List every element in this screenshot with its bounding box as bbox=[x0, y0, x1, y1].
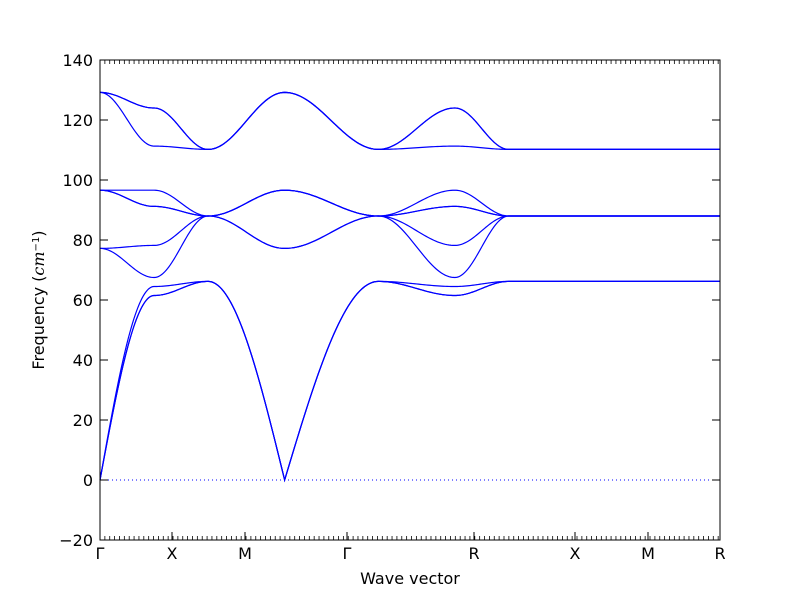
x-tick-label-Γ: Γ bbox=[343, 544, 352, 563]
y-axis-ticks: −20 0 20 40 60 80 100 120 140 bbox=[59, 51, 720, 550]
y-axis-label-exponent: −1 bbox=[31, 237, 42, 252]
x-tick-label-X: X bbox=[570, 544, 581, 563]
y-tick-label: 120 bbox=[62, 111, 93, 130]
dispersion-branch-10 bbox=[99, 91, 720, 151]
y-tick-label: −20 bbox=[59, 531, 93, 550]
y-axis-label-text: Frequency ( bbox=[29, 276, 48, 370]
dispersion-branch-8 bbox=[100, 189, 720, 217]
x-tick-label-R: R bbox=[468, 544, 479, 563]
dispersion-curves bbox=[99, 91, 720, 483]
y-tick-label: 60 bbox=[73, 291, 93, 310]
y-axis-label-close: ) bbox=[29, 230, 48, 236]
y-tick-label: 20 bbox=[73, 411, 93, 430]
y-tick-label: 140 bbox=[62, 51, 93, 70]
x-tick-label-X: X bbox=[167, 544, 178, 563]
y-axis-label-unit: cm bbox=[29, 251, 48, 275]
y-tick-label: 100 bbox=[62, 171, 93, 190]
dispersion-branch-9 bbox=[99, 91, 720, 151]
dispersion-branch-4 bbox=[99, 215, 720, 279]
dispersion-branch-7 bbox=[99, 189, 720, 217]
y-tick-label: 80 bbox=[73, 231, 93, 250]
dispersion-branch-11 bbox=[99, 91, 720, 151]
x-tick-label-R: R bbox=[714, 544, 725, 563]
x-tick-label-Γ: Γ bbox=[96, 544, 105, 563]
dispersion-branch-3 bbox=[99, 280, 720, 483]
x-tick-label-M: M bbox=[238, 544, 252, 563]
y-tick-label: 40 bbox=[73, 351, 93, 370]
plot-frame bbox=[99, 59, 721, 541]
x-tick-label-M: M bbox=[641, 544, 655, 563]
dispersion-branch-5 bbox=[100, 215, 720, 250]
x-axis-label: Wave vector bbox=[360, 569, 460, 588]
y-tick-label: 0 bbox=[83, 471, 93, 490]
dispersion-branch-1 bbox=[99, 280, 720, 483]
y-axis-label: Frequency (cm−1) bbox=[29, 230, 48, 369]
dispersion-branch-2 bbox=[99, 280, 720, 483]
